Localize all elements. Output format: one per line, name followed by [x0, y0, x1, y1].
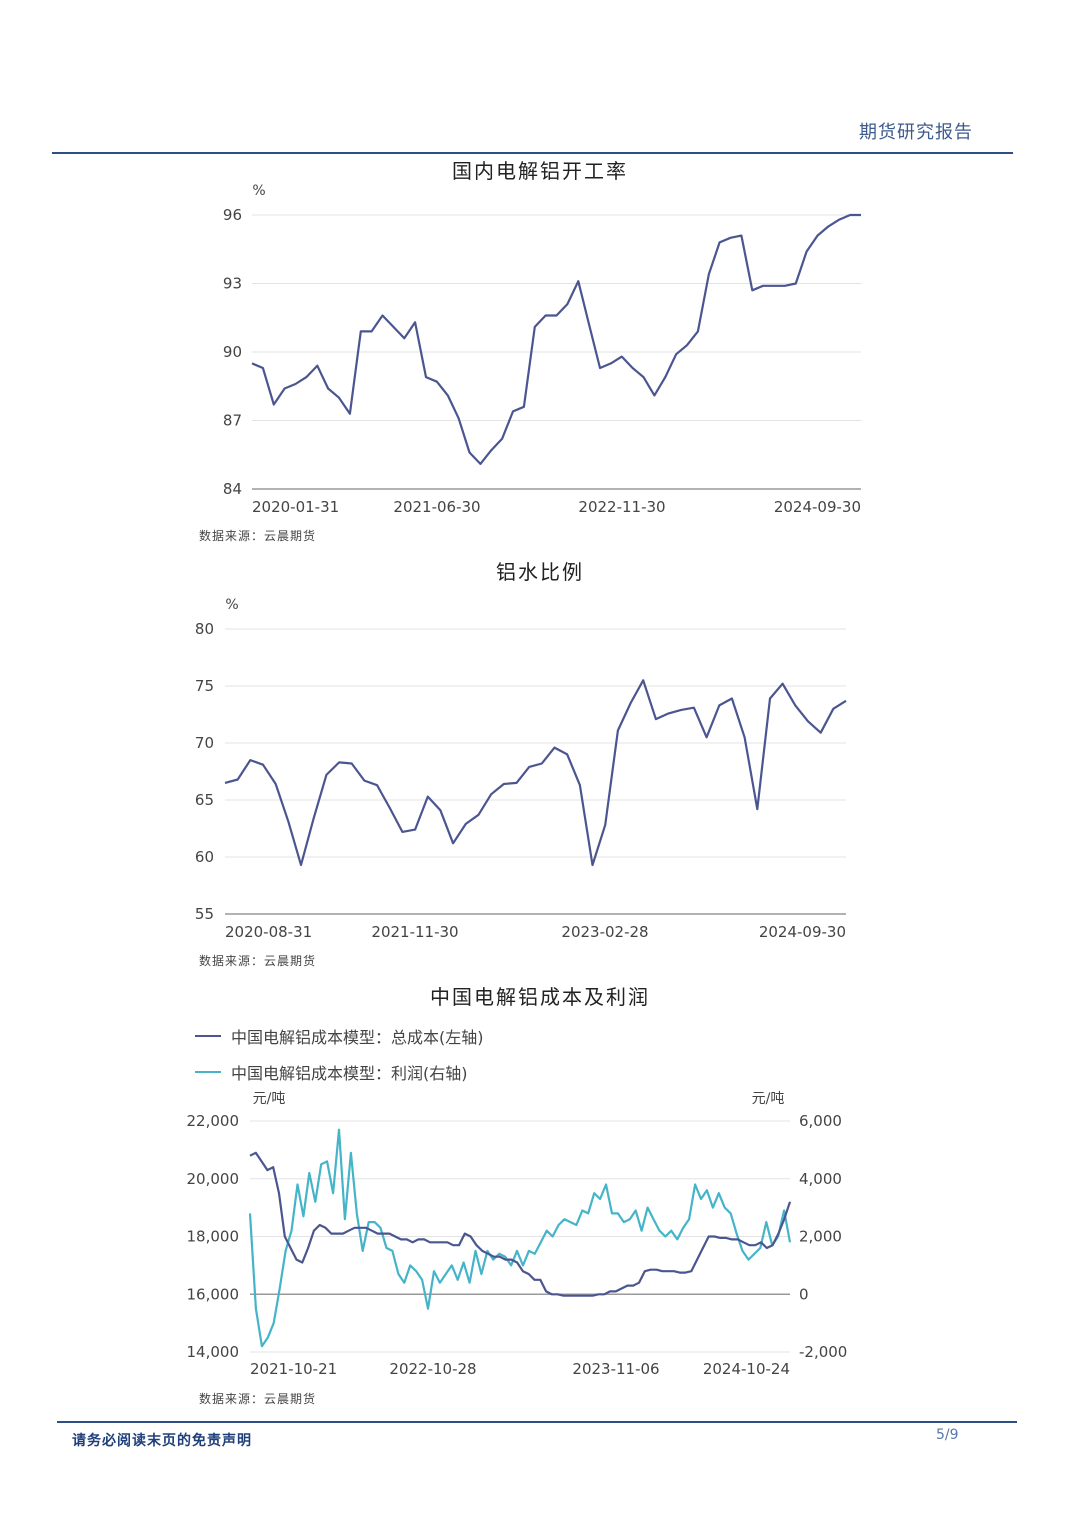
- c3-ytick-left-label: 16,000: [187, 1285, 240, 1303]
- c1-xtick-label: 2024-09-30: [774, 498, 861, 516]
- chart-title-cost-profit: 中国电解铝成本及利润: [430, 985, 650, 1009]
- legend-total-cost: 中国电解铝成本模型：总成本(左轴): [195, 1024, 484, 1048]
- c1-xtick-label: 2020-01-31: [252, 498, 339, 516]
- c2-ytick-label: 75: [195, 677, 214, 695]
- chart-source-3: 数据来源：云晨期货: [199, 1392, 317, 1406]
- c3-ytick-right-label: 0: [799, 1285, 809, 1303]
- c3-xtick-label: 2021-10-21: [250, 1360, 337, 1378]
- c1-ytick-label: 93: [223, 275, 242, 293]
- c3-xtick-label: 2022-10-28: [389, 1360, 476, 1378]
- c3-ytick-left-label: 20,000: [187, 1170, 240, 1188]
- c2-ytick-label: 60: [195, 848, 214, 866]
- c1-ytick-label: 87: [223, 412, 242, 430]
- c1-ytick-label: 84: [223, 480, 242, 498]
- c3-series-profit-line: [248, 1128, 792, 1348]
- chart-title-molten-ratio: 铝水比例: [496, 560, 584, 584]
- c2-ytick-label: 65: [195, 791, 214, 809]
- c2-ytick-label: 70: [195, 734, 214, 752]
- c1-xtick-label: 2021-06-30: [393, 498, 480, 516]
- c1-xtick-label: 2022-11-30: [578, 498, 665, 516]
- footer-disclaimer: 请务必阅读末页的免责声明: [72, 1433, 252, 1449]
- legend-swatch-profit: [195, 1071, 221, 1073]
- c3-ytick-left-label: 22,000: [187, 1112, 240, 1130]
- footer-divider: [57, 1421, 1017, 1423]
- c1-unit-label: %: [252, 183, 265, 199]
- c2-ytick-label: 80: [195, 620, 214, 638]
- legend-label-profit: 中国电解铝成本模型：利润(右轴): [231, 1064, 468, 1083]
- legend-profit: 中国电解铝成本模型：利润(右轴): [195, 1060, 468, 1084]
- page-number: 5/9: [936, 1427, 959, 1443]
- chart-title-operating-rate: 国内电解铝开工率: [452, 159, 628, 183]
- c3-xtick-label: 2023-11-06: [572, 1360, 659, 1378]
- c3-ytick-right-label: -2,000: [799, 1343, 847, 1361]
- c1-ytick-label: 90: [223, 343, 242, 361]
- c3-ytick-right-label: 6,000: [799, 1112, 842, 1130]
- c1-ytick-label: 96: [223, 206, 242, 224]
- c3-ytick-left-label: 14,000: [187, 1343, 240, 1361]
- c3-ytick-left-label: 18,000: [187, 1228, 240, 1246]
- c2-xtick-label: 2023-02-28: [561, 923, 648, 941]
- c3-series-cost-line: [249, 1151, 792, 1297]
- c2-xtick-label: 2024-09-30: [759, 923, 846, 941]
- legend-swatch-total-cost: [195, 1035, 221, 1037]
- c3-right-unit-label: 元/吨: [752, 1091, 785, 1107]
- c1-series-line: [251, 213, 861, 465]
- legend-label-total-cost: 中国电解铝成本模型：总成本(左轴): [231, 1028, 484, 1047]
- c2-series-line: [224, 679, 847, 867]
- c2-xtick-label: 2021-11-30: [371, 923, 458, 941]
- c2-xtick-label: 2020-08-31: [225, 923, 312, 941]
- c2-ytick-label: 55: [195, 905, 214, 923]
- report-header-title: 期货研究报告: [859, 122, 973, 143]
- c3-ytick-right-label: 4,000: [799, 1170, 842, 1188]
- chart-source-2: 数据来源：云晨期货: [199, 954, 317, 968]
- header-divider: [52, 152, 1013, 154]
- c3-left-unit-label: 元/吨: [253, 1091, 286, 1107]
- c3-ytick-right-label: 2,000: [799, 1228, 842, 1246]
- c3-xtick-label: 2024-10-24: [703, 1360, 790, 1378]
- c2-unit-label: %: [225, 597, 238, 613]
- chart-source-1: 数据来源：云晨期货: [199, 529, 317, 543]
